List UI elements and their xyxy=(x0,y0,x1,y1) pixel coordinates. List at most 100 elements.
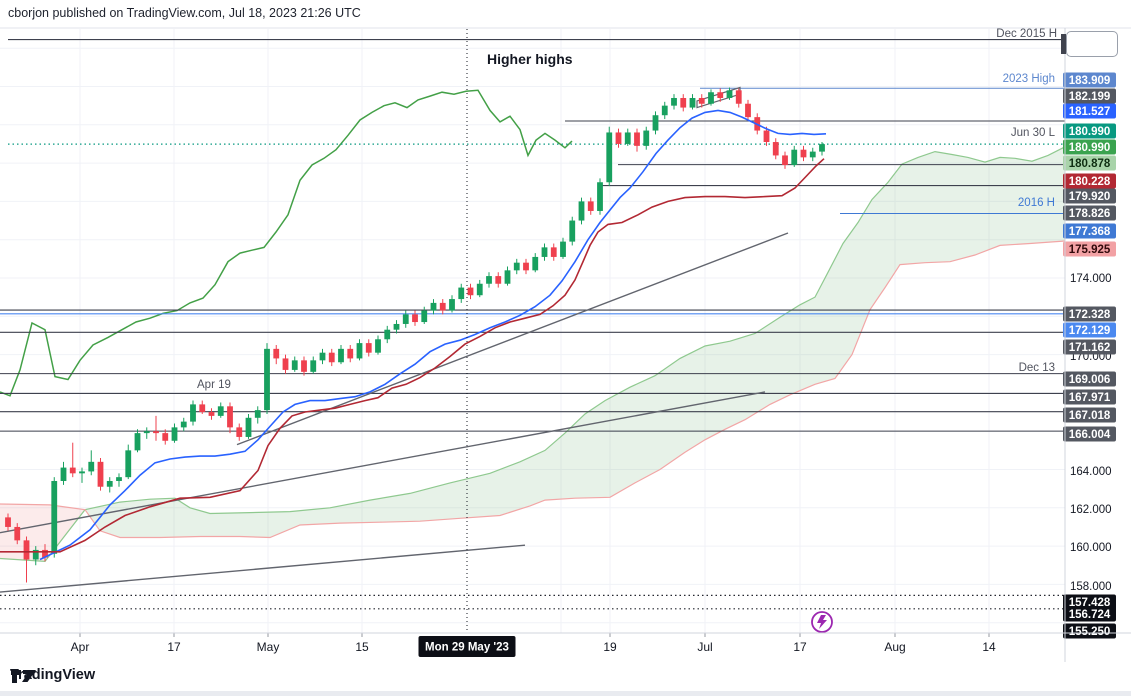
price-axis-badge xyxy=(1063,371,1116,387)
tradingview-logo-icon xyxy=(11,670,36,683)
candle-body xyxy=(458,287,465,300)
candle-body xyxy=(504,270,511,284)
trendline xyxy=(0,544,526,593)
candle-body xyxy=(375,339,381,353)
price-axis-badge xyxy=(1063,322,1116,338)
candle-body xyxy=(180,421,187,428)
crosshair-time-badge-text: Mon 29 May '23 xyxy=(425,642,509,654)
price-axis-badge xyxy=(1063,594,1116,610)
price-axis-badge-text: 179.920 xyxy=(1069,191,1111,203)
candle-body xyxy=(162,433,169,441)
bottom-strip xyxy=(0,691,1131,696)
candle-body xyxy=(652,115,659,131)
time-axis[interactable]: Apr 17 May 15 19 Jul 17 Aug 14 Mon 29 May '23 xyxy=(71,633,996,657)
candle-body xyxy=(319,352,326,361)
price-axis-badge-text: 166.004 xyxy=(1069,429,1111,441)
candle-body xyxy=(273,348,280,359)
price-axis-badge xyxy=(1063,306,1116,322)
price-axis-badge-text: 167.018 xyxy=(1069,410,1111,422)
candle-body xyxy=(708,92,714,104)
lightning-alert-marker[interactable] xyxy=(811,611,833,633)
candle-body xyxy=(597,182,603,211)
time-axis-label: 17 xyxy=(793,640,807,654)
price-axis-badge-text: 181.527 xyxy=(1069,106,1111,118)
candle-body xyxy=(624,132,631,144)
candle-body xyxy=(190,404,196,422)
candle-body xyxy=(143,431,150,434)
price-axis-badge-text: 175.925 xyxy=(1069,244,1111,256)
crosshair-time-badge xyxy=(418,636,516,657)
pane-borders xyxy=(0,27,1131,662)
candle-body xyxy=(689,97,696,108)
tenkan xyxy=(39,109,827,561)
candle-body xyxy=(772,142,779,156)
candle-body xyxy=(264,348,270,411)
kijun-sen-line xyxy=(0,158,825,553)
cloud-fill xyxy=(0,504,85,562)
candle-body xyxy=(97,461,104,487)
price-axis-badge xyxy=(1063,173,1116,189)
lightning-bolt-icon xyxy=(817,615,827,629)
candle-body xyxy=(819,144,825,152)
candle-body xyxy=(412,314,418,323)
price-axis-label: 162.000 xyxy=(1070,504,1112,516)
price-axis-badge xyxy=(1063,623,1116,639)
tradingview-logo-link[interactable]: TradingView xyxy=(10,667,95,683)
candle-body xyxy=(245,417,252,437)
price-axis-badge xyxy=(1063,606,1116,622)
candle-body xyxy=(430,302,437,311)
candle-body xyxy=(532,256,539,271)
candle-body xyxy=(634,132,640,146)
candle-body xyxy=(106,480,113,487)
candle-body xyxy=(486,276,492,284)
candle-body xyxy=(476,283,483,296)
time-axis-label: Jul xyxy=(697,640,712,654)
candle-body xyxy=(254,410,261,418)
candle-body xyxy=(153,431,159,434)
kijun xyxy=(0,158,825,553)
senkou-b xyxy=(0,240,1066,539)
candle-body xyxy=(236,427,243,437)
candle-body xyxy=(88,461,95,472)
candle-body xyxy=(800,149,807,158)
candle-body xyxy=(698,97,705,104)
price-axis-badge-text: 178.826 xyxy=(1069,208,1111,220)
candle-body xyxy=(116,477,122,481)
candle-body xyxy=(550,247,557,257)
candle-body xyxy=(615,132,622,144)
time-axis-label: 15 xyxy=(355,640,369,654)
candle-body xyxy=(439,302,446,311)
price-axis-badge-text: 156.724 xyxy=(1069,609,1111,621)
price-axis-badge-text: 180.228 xyxy=(1069,176,1111,188)
candle-body xyxy=(51,480,58,554)
candle-body xyxy=(32,549,39,560)
candle-body xyxy=(42,549,48,558)
time-axis-label: May xyxy=(257,640,280,654)
candle-body xyxy=(384,329,391,340)
cloud-fill xyxy=(85,146,1065,538)
publish-attribution: cborjon published on TradingView.com, Ju… xyxy=(8,6,361,20)
candle-body xyxy=(523,262,529,271)
price-axis-badge xyxy=(1063,205,1116,221)
price-axis[interactable]: 174.000170.000164.000162.000160.000158.0… xyxy=(1063,72,1116,639)
candle-body xyxy=(134,433,141,451)
price-axis-label: 160.000 xyxy=(1070,542,1112,554)
price-axis-badge xyxy=(1063,241,1116,257)
candle-body xyxy=(449,299,455,311)
tenkan-sen-line xyxy=(39,109,827,561)
candlestick-series xyxy=(5,87,825,583)
candle-body xyxy=(347,348,354,359)
candle-body xyxy=(587,201,594,211)
candle-body xyxy=(606,132,613,183)
candle-body xyxy=(578,201,585,221)
price-axis-badge xyxy=(1063,223,1116,239)
candle-body xyxy=(643,130,650,146)
candle-body xyxy=(560,241,566,257)
candle-body xyxy=(661,105,668,116)
candle-body xyxy=(125,450,132,478)
price-axis-badge-text: 180.878 xyxy=(1069,158,1111,170)
chikou-span-line xyxy=(0,89,573,397)
candle-body xyxy=(791,149,798,166)
